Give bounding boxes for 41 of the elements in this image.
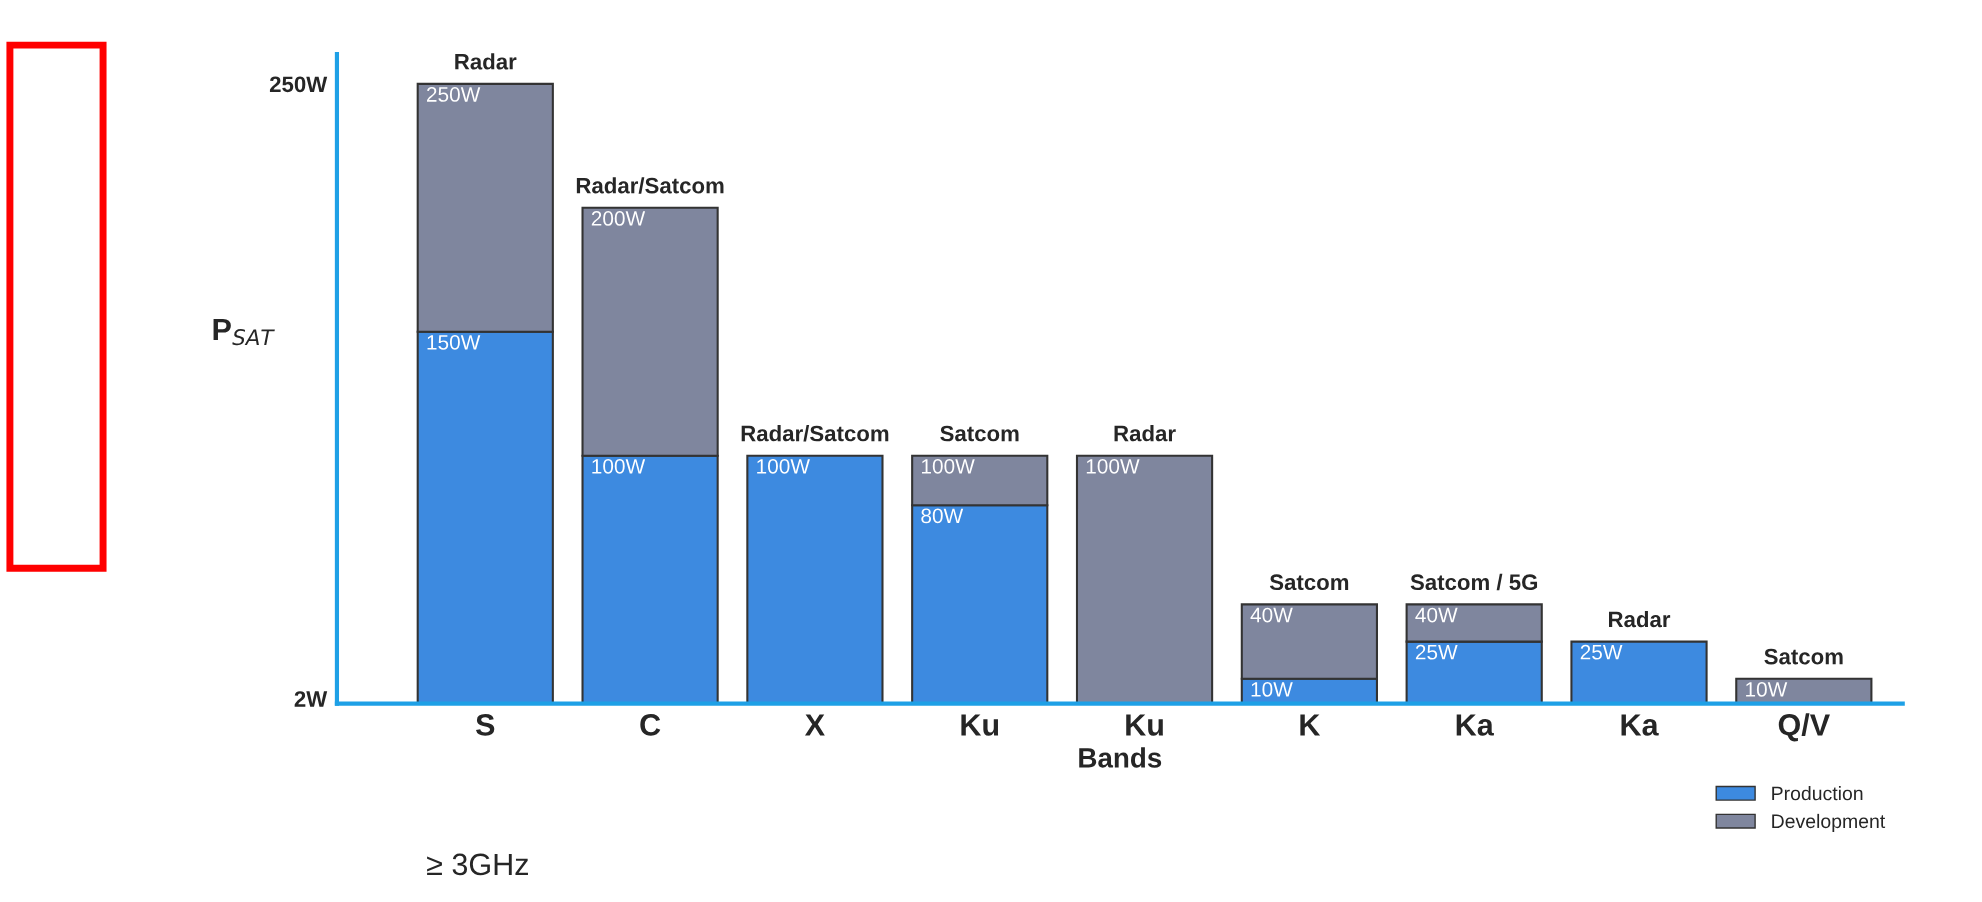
total-label: 25W	[1580, 644, 1623, 660]
data-label: 25W	[1415, 644, 1458, 660]
annotation: Radar/Satcom	[741, 425, 889, 442]
annotation: Radar	[1114, 425, 1176, 442]
x-tick-label: Ku	[961, 714, 999, 736]
bar	[746, 454, 884, 704]
x-tick-label: Ka	[1621, 714, 1659, 736]
total-label: 40W	[1250, 607, 1293, 623]
annotation: Satcom	[940, 425, 1019, 442]
y-tick-label: 2W	[294, 691, 328, 707]
annotation: Satcom / 5G	[1410, 573, 1538, 591]
x-tick-label: C	[640, 714, 661, 736]
x-tick-label: Ka	[1456, 714, 1494, 736]
annotation: Radar/Satcom	[576, 177, 724, 194]
annotation: Satcom	[1764, 648, 1843, 665]
x-tick-label: X	[804, 714, 825, 736]
total-label: 100W	[1086, 458, 1140, 474]
total-label: 10W	[1746, 682, 1788, 697]
annotation: Radar	[455, 53, 517, 70]
total-label: 250W	[426, 87, 481, 102]
bar	[1075, 454, 1214, 704]
legend-label: Production	[1772, 786, 1863, 801]
data-label: 10W	[1251, 682, 1293, 697]
x-axis-title: Bands	[1079, 747, 1162, 768]
data-label: 100W	[592, 458, 646, 474]
y-axis-title: P$_{SAT}$	[213, 318, 275, 346]
annotation: Satcom	[1269, 574, 1349, 591]
annotation: Radar	[1609, 610, 1671, 628]
data-label: 80W	[921, 508, 964, 524]
x-tick-label: S	[475, 714, 495, 736]
legend-label: Development	[1772, 813, 1886, 832]
text: ≥ 3GHz	[427, 853, 528, 876]
bar	[1570, 640, 1708, 704]
total-label: 200W	[591, 211, 646, 226]
data-label: 150W	[427, 334, 481, 350]
total-label: 100W	[757, 458, 810, 474]
x-tick-label: K	[1300, 714, 1321, 736]
total-label: 40W	[1415, 607, 1458, 623]
x-tick-label: Ku	[1126, 714, 1163, 736]
total-label: 100W	[921, 458, 975, 474]
x-tick-label: Q/V	[1778, 713, 1830, 742]
